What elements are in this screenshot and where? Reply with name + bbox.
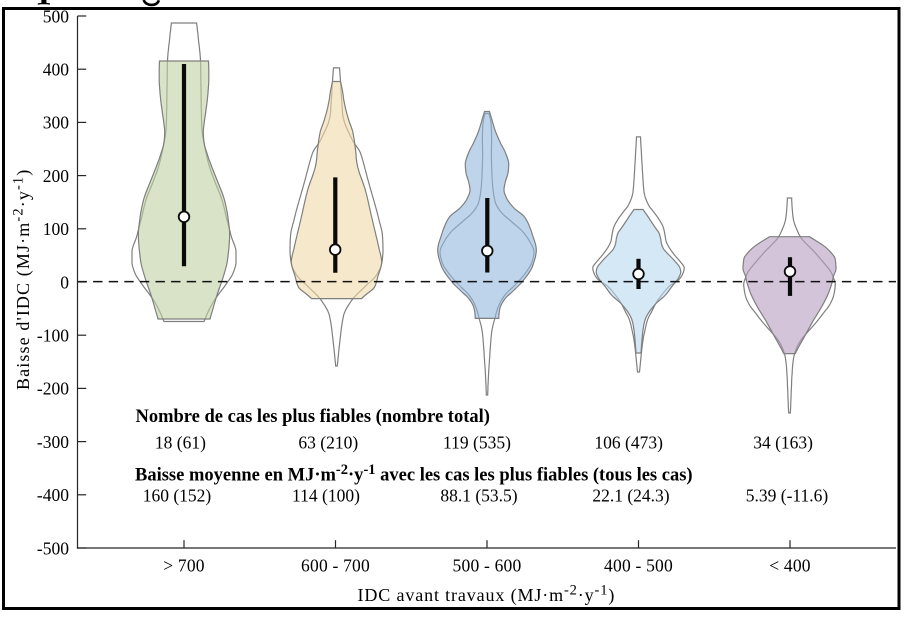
svg-text:400 - 500: 400 - 500 — [604, 556, 673, 576]
svg-text:200: 200 — [43, 166, 70, 186]
svg-text:106 (473): 106 (473) — [594, 433, 663, 453]
svg-text:34 (163): 34 (163) — [753, 433, 813, 453]
svg-text:88.1 (53.5): 88.1 (53.5) — [440, 485, 517, 505]
svg-text:Nombre de cas les plus fiables: Nombre de cas les plus fiables (nombre t… — [136, 407, 490, 427]
svg-text:-100: -100 — [37, 326, 69, 346]
svg-text:600 - 700: 600 - 700 — [301, 556, 370, 576]
svg-text:160 (152): 160 (152) — [143, 485, 212, 505]
svg-text:-400: -400 — [37, 485, 69, 505]
svg-text:-200: -200 — [37, 379, 69, 399]
svg-text:< 400: < 400 — [769, 556, 811, 576]
svg-text:> 700: > 700 — [163, 556, 205, 576]
svg-text:300: 300 — [43, 113, 70, 133]
svg-text:Baisse d'IDC (MJ·m-2​·y-1​): Baisse d'IDC (MJ·m-2​·y-1​) — [11, 169, 35, 390]
svg-text:22.1 (24.3): 22.1 (24.3) — [592, 485, 669, 505]
svg-text:-500: -500 — [37, 538, 69, 558]
svg-text:IDC avant travaux (MJ·m-2​·y-1: IDC avant travaux (MJ·m-2​·y-1​) — [358, 583, 616, 607]
svg-text:114 (100): 114 (100) — [292, 485, 360, 505]
svg-text:5.39 (-11.6): 5.39 (-11.6) — [746, 485, 829, 505]
svg-text:100: 100 — [43, 219, 70, 239]
svg-text:0: 0 — [60, 272, 69, 292]
svg-text:500 - 600: 500 - 600 — [453, 556, 522, 576]
svg-text:18 (61): 18 (61) — [155, 433, 206, 453]
svg-text:119 (535): 119 (535) — [443, 433, 511, 453]
svg-text:Baisse moyenne en MJ·m-2​·y-1​: Baisse moyenne en MJ·m-2​·y-1​ avec les … — [135, 462, 693, 486]
svg-text:63 (210): 63 (210) — [298, 433, 358, 453]
svg-text:-300: -300 — [37, 432, 69, 452]
svg-text:400: 400 — [43, 60, 70, 80]
svg-text:500: 500 — [43, 6, 70, 26]
